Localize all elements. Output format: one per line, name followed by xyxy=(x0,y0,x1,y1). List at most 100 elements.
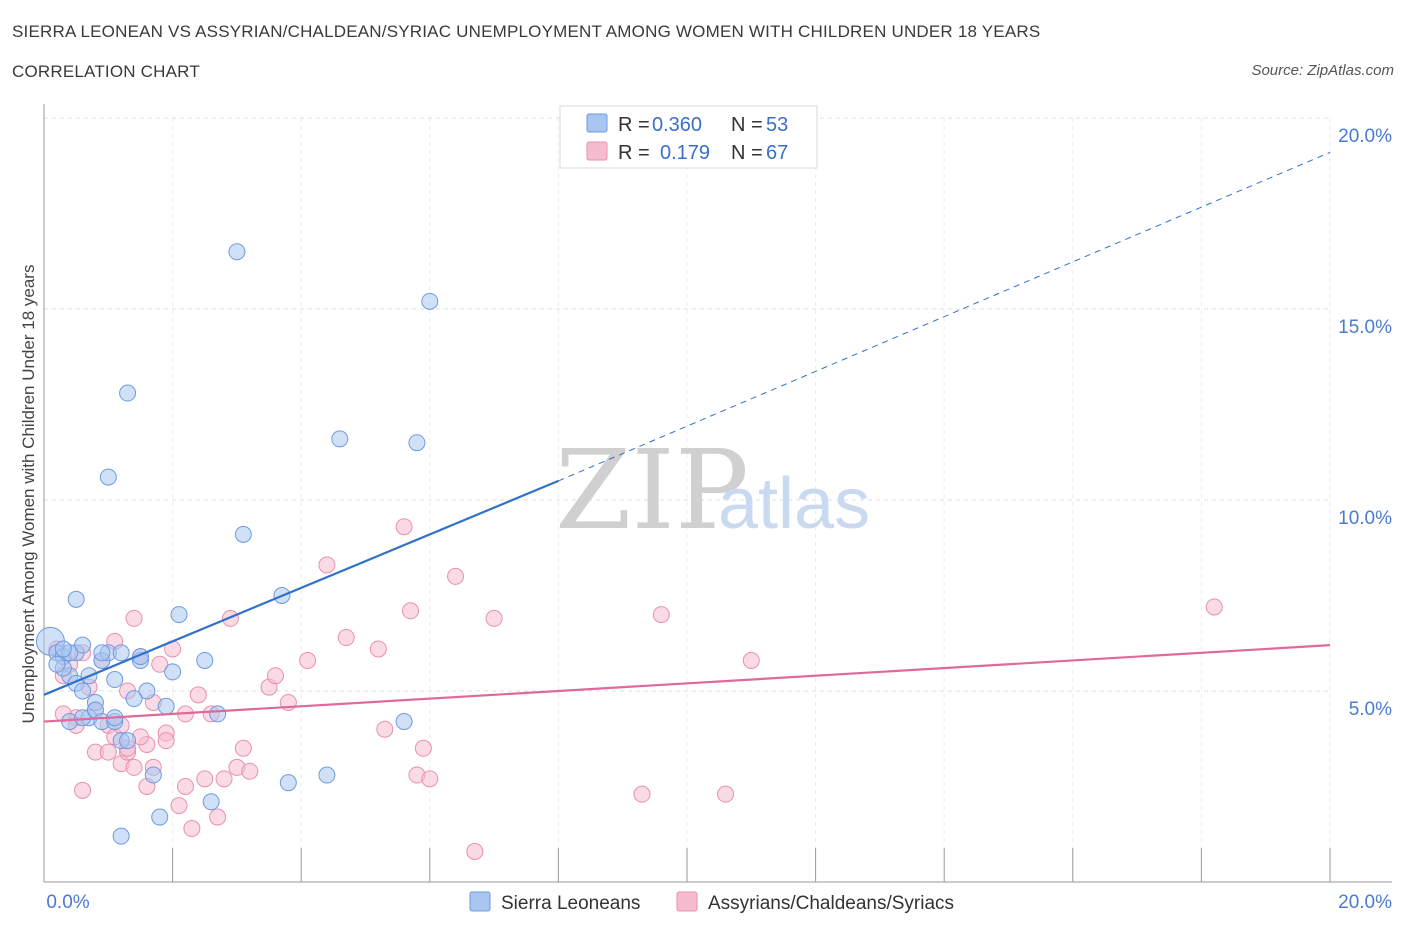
point-assyrians-23 xyxy=(196,770,214,788)
point-sierra-leoneans-42 xyxy=(279,774,297,792)
point-sierra-leoneans-43 xyxy=(318,766,336,784)
legend-n-label-2: N = xyxy=(731,142,763,164)
point-sierra-leoneans-8 xyxy=(74,682,92,700)
point-sierra-leoneans-23 xyxy=(144,766,162,784)
point-sierra-leoneans-34 xyxy=(119,384,137,402)
legend-swatch-blue xyxy=(586,113,608,133)
point-assyrians-49 xyxy=(717,785,735,803)
bottom-legend-label-assyrians: Assyrians/Chaldeans/Syriacs xyxy=(708,893,954,914)
point-sierra-leoneans-52 xyxy=(112,644,130,662)
legend-swatch-pink xyxy=(586,141,608,161)
point-assyrians-54 xyxy=(74,781,92,799)
watermark: ZIP atlas xyxy=(555,426,870,554)
point-assyrians-30 xyxy=(241,762,259,780)
point-assyrians-48 xyxy=(652,606,670,624)
y-tick-label-2: 15.0% xyxy=(1338,317,1392,338)
point-assyrians-40 xyxy=(402,602,420,620)
bottom-legend-swatch-blue xyxy=(469,891,491,912)
point-sierra-leoneans-51 xyxy=(54,640,72,658)
series-assyrians-points xyxy=(48,518,1223,860)
legend-box: R = 0.360 N = 53 R = 0.179 N = 67 xyxy=(559,105,818,169)
point-sierra-leoneans-20 xyxy=(119,732,137,750)
point-assyrians-43 xyxy=(421,770,439,788)
point-sierra-leoneans-45 xyxy=(48,655,66,673)
tick-labels: 5.0% 10.0% 15.0% 20.0% 0.0% 20.0% xyxy=(46,126,1392,913)
legend-n-label-1: N = xyxy=(731,114,763,136)
legend-r-label-1: R = xyxy=(618,114,650,136)
point-sierra-leoneans-24 xyxy=(151,808,169,826)
bottom-legend-swatch-pink xyxy=(676,891,698,912)
point-assyrians-38 xyxy=(376,720,394,738)
point-assyrians-32 xyxy=(266,667,284,685)
point-sierra-leoneans-48 xyxy=(125,690,143,708)
point-assyrians-36 xyxy=(337,629,355,647)
point-sierra-leoneans-38 xyxy=(331,430,349,448)
point-sierra-leoneans-36 xyxy=(234,525,252,543)
point-assyrians-56 xyxy=(125,609,143,627)
point-sierra-leoneans-27 xyxy=(170,606,188,624)
point-assyrians-39 xyxy=(395,518,413,536)
y-tick-label-1: 10.0% xyxy=(1338,508,1392,529)
source-label: Source: ZipAtlas.com xyxy=(1251,62,1394,79)
point-sierra-leoneans-29 xyxy=(202,793,220,811)
point-assyrians-20 xyxy=(176,778,194,795)
trend-line-assyrians xyxy=(43,644,1331,723)
y-tick-label-0: 5.0% xyxy=(1349,699,1392,720)
point-sierra-leoneans-25 xyxy=(157,697,175,715)
trend-lines xyxy=(43,151,1331,723)
point-assyrians-12 xyxy=(125,758,143,776)
point-assyrians-29 xyxy=(234,739,252,757)
legend-r-value-2: 0.179 xyxy=(660,142,710,164)
point-sierra-leoneans-22 xyxy=(138,682,156,700)
point-sierra-leoneans-33 xyxy=(99,468,117,486)
point-sierra-leoneans-44 xyxy=(112,827,130,845)
watermark-zip: ZIP xyxy=(555,426,749,554)
point-assyrians-25 xyxy=(209,808,227,826)
y-tick-label-3: 20.0% xyxy=(1338,126,1392,147)
point-sierra-leoneans-7 xyxy=(74,636,92,654)
point-sierra-leoneans-31 xyxy=(67,590,85,608)
trend-line-sierra-leoneans-extension xyxy=(558,151,1331,482)
chart-subtitle: CORRELATION CHART xyxy=(12,62,200,81)
point-assyrians-26 xyxy=(215,770,233,788)
point-assyrians-34 xyxy=(299,651,317,669)
x-tick-label-0: 0.0% xyxy=(46,892,89,913)
point-assyrians-35 xyxy=(318,556,336,574)
point-assyrians-46 xyxy=(485,609,503,627)
point-sierra-leoneans-28 xyxy=(196,651,214,669)
point-assyrians-21 xyxy=(183,820,201,838)
point-assyrians-19 xyxy=(170,797,188,815)
point-assyrians-22 xyxy=(189,686,207,704)
point-assyrians-45 xyxy=(466,842,484,860)
axes xyxy=(43,104,1392,883)
point-assyrians-47 xyxy=(633,785,651,803)
point-assyrians-61 xyxy=(157,732,175,750)
y-axis-title: Unemployment Among Women with Children U… xyxy=(19,265,38,724)
watermark-atlas: atlas xyxy=(718,464,870,544)
point-sierra-leoneans-13 xyxy=(106,671,124,689)
point-assyrians-51 xyxy=(1205,598,1223,616)
point-assyrians-44 xyxy=(447,567,465,585)
point-sierra-leoneans-47 xyxy=(93,644,111,662)
point-sierra-leoneans-35 xyxy=(228,243,246,261)
point-sierra-leoneans-40 xyxy=(421,292,439,310)
point-assyrians-50 xyxy=(742,651,760,669)
chart-title: SIERRA LEONEAN VS ASSYRIAN/CHALDEAN/SYRI… xyxy=(12,22,1041,41)
point-assyrians-42 xyxy=(414,739,432,757)
series-sierra-leoneans-points xyxy=(35,243,439,845)
point-assyrians-64 xyxy=(99,743,117,761)
legend-n-value-1: 53 xyxy=(766,114,788,136)
point-sierra-leoneans-30 xyxy=(209,705,227,723)
point-assyrians-16 xyxy=(151,655,169,673)
bottom-legend: Sierra Leoneans Assyrians/Chaldeans/Syri… xyxy=(469,891,954,914)
legend-n-value-2: 67 xyxy=(766,142,788,164)
legend-r-value-1: 0.360 xyxy=(652,114,702,136)
point-sierra-leoneans-41 xyxy=(395,713,413,731)
trend-line-sierra-leoneans xyxy=(43,479,559,696)
x-tick-label-1: 20.0% xyxy=(1338,892,1392,913)
legend-r-label-2: R = xyxy=(618,142,650,164)
bottom-legend-label-sierra-leoneans: Sierra Leoneans xyxy=(501,893,640,914)
point-sierra-leoneans-39 xyxy=(408,434,426,452)
point-assyrians-37 xyxy=(369,640,387,658)
